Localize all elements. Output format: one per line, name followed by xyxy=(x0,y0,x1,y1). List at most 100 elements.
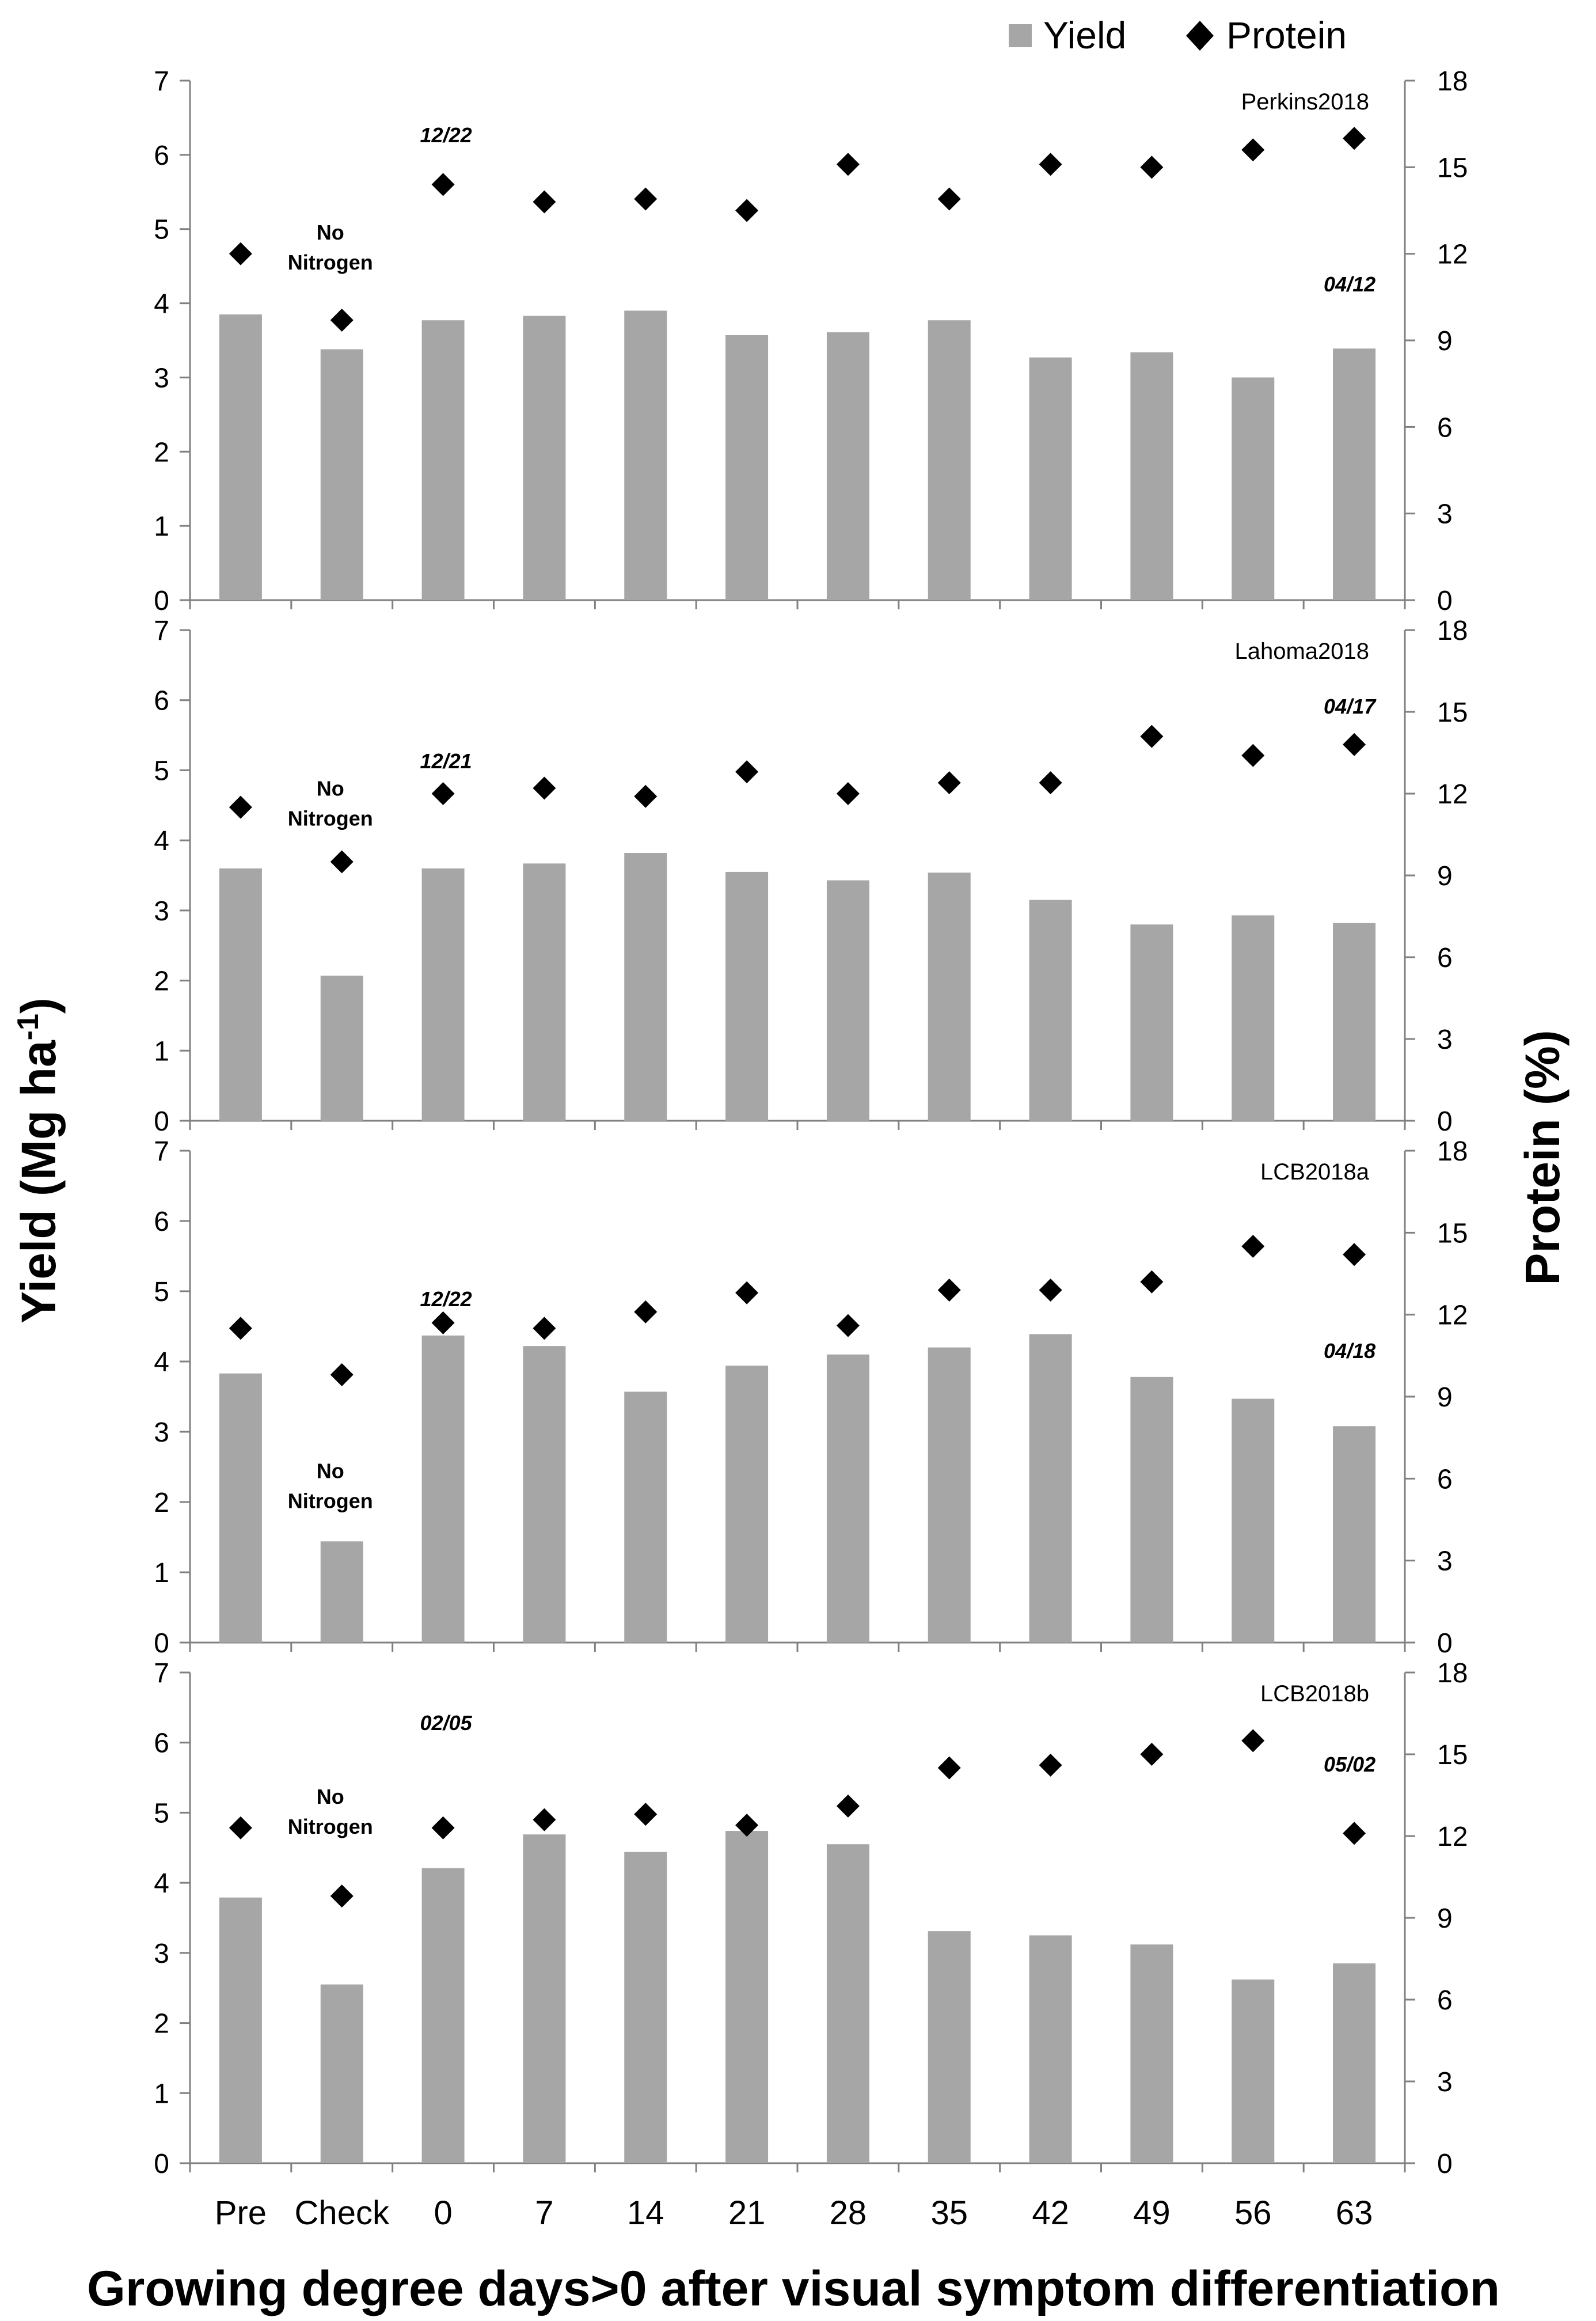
protein-marker xyxy=(1039,1278,1062,1302)
end-date-annotation: 05/02 xyxy=(1324,1753,1375,1776)
y-axis-left-label-sup: -1 xyxy=(12,1014,45,1040)
right-tick-label: 12 xyxy=(1437,240,1468,270)
left-tick-label: 2 xyxy=(154,966,169,997)
yield-bar xyxy=(219,1373,262,1643)
protein-marker xyxy=(735,199,759,222)
left-tick-label: 0 xyxy=(154,586,169,616)
protein-marker xyxy=(836,1794,860,1818)
start-date-annotation: 12/22 xyxy=(420,1287,472,1311)
yield-bar xyxy=(624,1391,667,1643)
protein-marker xyxy=(431,1816,455,1840)
x-tick-label: 56 xyxy=(1234,2194,1272,2232)
protein-marker xyxy=(431,173,455,196)
panel-Perkins2018: 012345670369121518Perkins2018NoNitrogen1… xyxy=(154,66,1468,616)
no-nitrogen-annotation: Nitrogen xyxy=(288,1489,373,1512)
left-tick-label: 7 xyxy=(154,1658,169,1689)
x-tick-label: 42 xyxy=(1032,2194,1069,2232)
no-nitrogen-annotation: No xyxy=(317,1785,344,1808)
right-tick-label: 15 xyxy=(1437,1740,1468,1770)
right-tick-label: 18 xyxy=(1437,616,1468,646)
right-tick-label: 0 xyxy=(1437,2149,1453,2179)
left-tick-label: 6 xyxy=(154,1207,169,1237)
yield-bar xyxy=(1232,1979,1275,2163)
left-tick-label: 3 xyxy=(154,1417,169,1448)
yield-bar xyxy=(421,1335,465,1643)
yield-bar xyxy=(523,316,566,600)
protein-marker xyxy=(937,1278,961,1302)
yield-bar xyxy=(219,1897,262,2163)
x-tick-label: 21 xyxy=(728,2194,766,2232)
yield-bar xyxy=(928,873,971,1121)
right-tick-label: 12 xyxy=(1437,779,1468,810)
protein-marker xyxy=(634,1300,658,1323)
yield-bar xyxy=(826,1354,869,1643)
no-nitrogen-annotation: No xyxy=(317,776,344,800)
yield-bar xyxy=(1029,1334,1072,1643)
right-tick-label: 18 xyxy=(1437,1658,1468,1689)
left-tick-label: 6 xyxy=(154,1728,169,1759)
panel-LCB2018b: 012345670369121518LCB2018bNoNitrogen02/0… xyxy=(154,1658,1468,2179)
protein-marker xyxy=(1241,138,1265,162)
left-tick-label: 2 xyxy=(154,437,169,468)
legend-yield-label: Yield xyxy=(1043,14,1126,56)
protein-marker xyxy=(1140,1743,1164,1766)
y-axis-right-label: Protein (%) xyxy=(1515,1030,1570,1285)
protein-marker xyxy=(1241,1235,1265,1258)
protein-marker xyxy=(229,1317,252,1340)
y-axis-left-label: Yield (Mg ha-1) xyxy=(12,998,66,1323)
x-axis-label: Growing degree days>0 after visual sympt… xyxy=(87,2261,1500,2316)
yield-bar xyxy=(523,1834,566,2163)
right-tick-label: 3 xyxy=(1437,2067,1453,2098)
right-tick-label: 15 xyxy=(1437,153,1468,183)
yield-bar xyxy=(1029,900,1072,1121)
yield-bar xyxy=(1232,377,1275,600)
protein-marker xyxy=(431,1311,455,1334)
yield-bar xyxy=(320,1541,363,1643)
yield-bar xyxy=(1333,923,1376,1121)
start-date-annotation: 02/05 xyxy=(420,1711,473,1735)
right-tick-label: 6 xyxy=(1437,943,1453,973)
right-tick-label: 18 xyxy=(1437,66,1468,97)
yield-bar xyxy=(421,1868,465,2163)
yield-bar xyxy=(1333,348,1376,600)
yield-bar xyxy=(624,1852,667,2163)
end-date-annotation: 04/12 xyxy=(1324,272,1375,296)
site-label: Lahoma2018 xyxy=(1234,639,1369,664)
yield-bar xyxy=(1232,915,1275,1121)
legend-yield-swatch xyxy=(1009,24,1032,47)
x-tick-label: 63 xyxy=(1336,2194,1373,2232)
protein-marker xyxy=(937,187,961,211)
yield-bar xyxy=(624,310,667,600)
left-tick-label: 4 xyxy=(154,826,169,856)
x-tick-label: 14 xyxy=(627,2194,664,2232)
legend: Yield Protein xyxy=(1009,14,1347,56)
yield-bar xyxy=(320,349,363,600)
left-tick-label: 5 xyxy=(154,1798,169,1829)
left-tick-label: 6 xyxy=(154,686,169,716)
end-date-annotation: 04/17 xyxy=(1324,695,1377,718)
protein-marker xyxy=(1343,733,1366,756)
left-tick-label: 1 xyxy=(154,1036,169,1067)
protein-marker xyxy=(229,242,252,266)
no-nitrogen-annotation: No xyxy=(317,1459,344,1482)
right-tick-label: 15 xyxy=(1437,697,1468,728)
no-nitrogen-annotation: Nitrogen xyxy=(288,806,373,830)
start-date-annotation: 12/22 xyxy=(420,123,472,147)
y-axis-left-label-main: Yield (Mg ha xyxy=(12,1040,66,1323)
yield-bar xyxy=(1333,1963,1376,2163)
protein-marker xyxy=(836,782,860,805)
site-label: LCB2018b xyxy=(1260,1681,1369,1706)
panel-Lahoma2018: 012345670369121518Lahoma2018NoNitrogen12… xyxy=(154,616,1468,1137)
yield-bar xyxy=(928,320,971,600)
protein-marker xyxy=(1241,1729,1265,1753)
left-tick-label: 0 xyxy=(154,1106,169,1137)
yield-bar xyxy=(624,853,667,1121)
protein-marker xyxy=(1343,1822,1366,1845)
protein-marker xyxy=(634,187,658,211)
protein-marker xyxy=(533,1808,556,1831)
protein-marker xyxy=(1343,127,1366,150)
yield-bar xyxy=(1130,924,1173,1121)
y-axis-left-label-close: ) xyxy=(12,998,66,1014)
x-tick-label: Check xyxy=(295,2194,390,2232)
no-nitrogen-annotation: No xyxy=(317,221,344,244)
